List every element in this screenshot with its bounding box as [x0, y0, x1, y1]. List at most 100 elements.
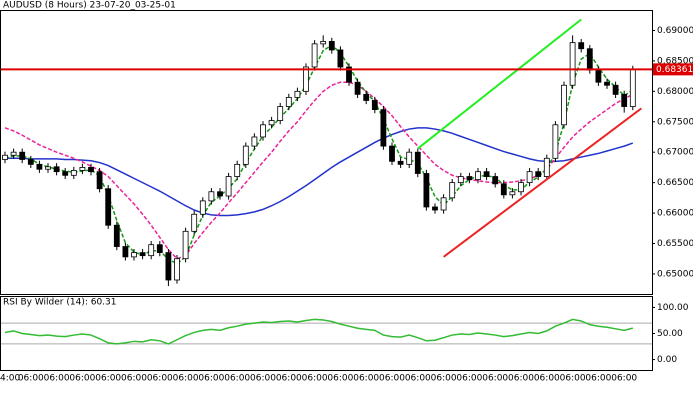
- candle-body: [457, 176, 464, 184]
- candle-body: [432, 206, 438, 211]
- y-tick-label: 0.67000: [657, 148, 693, 158]
- x-tick-label: 06:00: [327, 374, 353, 384]
- candle-body: [225, 176, 232, 197]
- x-tick-label: 06:00: [585, 374, 611, 384]
- candle-body: [165, 252, 172, 281]
- x-tick-label: 06:00: [405, 374, 431, 384]
- candle-body: [346, 66, 352, 83]
- y-tick-label: 0.68000: [657, 87, 693, 97]
- rsi-panel: [0, 296, 653, 371]
- candle-body: [148, 244, 155, 257]
- x-tick-label: 06:00: [121, 374, 147, 384]
- x-tick-label: 06:00: [611, 374, 637, 384]
- candle-body: [500, 183, 507, 196]
- x-tick-label: 06:00: [431, 374, 457, 384]
- y-tick-label: 0.65000: [657, 269, 693, 279]
- candle-body: [36, 163, 43, 170]
- rsi-line: [4, 318, 633, 345]
- x-tick-label: 06:00: [534, 374, 560, 384]
- candle-body: [449, 182, 456, 199]
- candle-body: [174, 258, 180, 281]
- candle-body: [208, 191, 215, 202]
- candle-body: [371, 100, 378, 110]
- x-tick-label: 4:00: [0, 374, 20, 384]
- candle-body: [113, 224, 120, 247]
- candle-body: [492, 176, 499, 185]
- price-label-box: [653, 63, 693, 76]
- candle-body: [406, 151, 413, 165]
- x-tick-label: 06:00: [353, 374, 379, 384]
- x-tick-label: 06:00: [482, 374, 508, 384]
- candle-body: [268, 120, 275, 126]
- candle-body: [423, 173, 430, 208]
- candle-body: [191, 213, 198, 232]
- candle-body: [2, 154, 8, 160]
- y-tick-label: 0.66000: [657, 209, 693, 219]
- candle-body: [543, 157, 550, 177]
- candle-body: [526, 171, 533, 184]
- candle-body: [45, 166, 51, 170]
- candle-body: [19, 151, 26, 160]
- candle-body: [604, 81, 610, 86]
- x-tick-label: 06:00: [198, 374, 224, 384]
- candle-body: [621, 93, 628, 107]
- x-tick-label: 06:00: [173, 374, 199, 384]
- chart-title: AUDUSD (8 Hours) 23-07-20_03-25-01: [3, 1, 176, 11]
- candle-body: [354, 81, 361, 95]
- candle-body: [363, 93, 370, 101]
- candle-body: [182, 230, 189, 260]
- y-tick-label: 0.68500: [657, 56, 693, 66]
- candle-body: [483, 171, 490, 177]
- candle-body: [466, 176, 473, 180]
- candle-body: [88, 167, 94, 173]
- candle-body: [139, 252, 146, 257]
- x-tick-label: 06:00: [276, 374, 302, 384]
- candle-body: [105, 188, 112, 226]
- candle-body: [509, 191, 516, 196]
- candle-body: [569, 42, 576, 86]
- x-tick-label: 06:00: [44, 374, 70, 384]
- candle-body: [217, 191, 223, 197]
- y-tick-label: 0.67500: [657, 117, 693, 127]
- x-tick-label: 06:00: [560, 374, 586, 384]
- candle-body: [234, 163, 241, 177]
- price-label: 0.68361: [656, 65, 693, 75]
- x-tick-label: 06:00: [147, 374, 173, 384]
- candle-body: [285, 97, 292, 107]
- candle-body: [260, 124, 266, 138]
- candle-body: [242, 145, 249, 165]
- x-tick-label: 06:00: [69, 374, 95, 384]
- candle-body: [251, 136, 258, 147]
- moving-average: [5, 127, 634, 217]
- candle-body: [552, 124, 559, 159]
- price-panel: [0, 10, 653, 295]
- candle-body: [311, 43, 318, 68]
- x-tick-label: 06:00: [508, 374, 534, 384]
- trend-line: [417, 18, 582, 150]
- y-tick-label: 0.66500: [657, 178, 693, 188]
- rsi-title: RSI By Wilder (14): 60.31: [3, 298, 117, 308]
- candle-body: [440, 197, 447, 211]
- candle-body: [380, 109, 387, 147]
- candle-body: [518, 182, 524, 193]
- candle-body: [96, 171, 103, 190]
- candle-body: [578, 42, 585, 50]
- candle-body: [199, 200, 206, 215]
- x-tick-label: 06:00: [224, 374, 250, 384]
- candle-body: [122, 246, 129, 258]
- candle-body: [561, 84, 567, 126]
- y-tick-label: 0.65500: [657, 239, 693, 249]
- candle-body: [53, 166, 60, 173]
- candle-body: [595, 69, 602, 83]
- candle-body: [389, 145, 395, 162]
- y-tick-label: 100.00: [657, 303, 689, 313]
- candle-body: [320, 41, 327, 45]
- candle-body: [10, 151, 17, 156]
- candle-body: [79, 167, 86, 171]
- candle-body: [62, 171, 69, 176]
- candle-body: [397, 160, 404, 165]
- candle-body: [303, 66, 309, 92]
- candle-body: [156, 244, 163, 254]
- x-tick-label: 06:00: [18, 374, 44, 384]
